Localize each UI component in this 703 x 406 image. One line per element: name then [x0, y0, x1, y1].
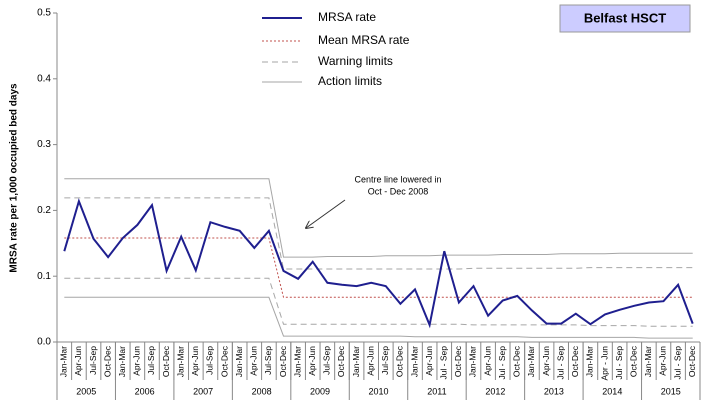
upper-limit-line [64, 197, 693, 270]
y-tick-label: 0.1 [37, 271, 51, 282]
legend-label: Action limits [318, 74, 382, 88]
x-tick-label: Jan-Mar [175, 346, 185, 377]
year-label: 2015 [661, 386, 681, 396]
x-tick-label: Jul-Sep [263, 346, 273, 375]
year-label: 2005 [76, 386, 96, 396]
lower-limit-line [64, 296, 693, 339]
legend-label: Warning limits [318, 54, 393, 68]
x-tick-label: Jan-Mar [585, 346, 595, 377]
x-tick-label: Jul - Sep [439, 346, 449, 380]
y-tick-label: 0.3 [37, 139, 51, 150]
x-tick-label: Jan-Mar [643, 346, 653, 377]
year-label: 2010 [368, 386, 388, 396]
x-tick-label: Oct-Dec [628, 345, 638, 377]
x-tick-label: Jul-Sep [146, 346, 156, 375]
x-tick-label: Jan-Mar [234, 346, 244, 377]
x-tick-label: Apr - Jun [599, 346, 609, 381]
x-tick-label: Jan-Mar [526, 346, 536, 377]
x-tick-label: Apr-Jun [541, 346, 551, 376]
x-tick-label: Apr-Jun [73, 346, 83, 376]
x-tick-label: Jan-Mar [59, 346, 69, 377]
year-label: 2008 [252, 386, 272, 396]
year-label: 2013 [544, 386, 564, 396]
series-line [63, 198, 694, 329]
upper-limit-line [64, 178, 693, 258]
x-tick-label: Oct-Dec [102, 345, 112, 377]
x-tick-label: Oct-Dec [512, 345, 522, 377]
series-line [64, 237, 693, 298]
year-label: 2006 [135, 386, 155, 396]
lower-limit-line [64, 277, 693, 327]
legend-label: Mean MRSA rate [318, 33, 410, 47]
badge-box [559, 4, 691, 33]
x-tick-label: Oct-Dec [395, 345, 405, 377]
x-tick-label: Jul - Sep [614, 346, 624, 380]
x-tick-label: Oct-Dec [570, 345, 580, 377]
badge: Belfast HSCT [584, 10, 666, 25]
x-tick-label: Jul-Sep [322, 346, 332, 375]
x-tick-label: Oct-Dec [687, 345, 697, 377]
x-tick-label: Oct-Dec [278, 345, 288, 377]
annotation: Oct - Dec 2008 [368, 186, 429, 196]
y-axis-title: MRSA rate per 1,000 occupied bed days [9, 83, 20, 273]
x-tick-label: Jan-Mar [468, 346, 478, 377]
annotation-arrow [306, 199, 346, 228]
annotation: Centre line lowered in [354, 174, 441, 184]
y-tick-label: 0.0 [37, 337, 51, 348]
x-tick-label: Jul - Sep [672, 346, 682, 380]
x-tick-label: Jul-Sep [205, 346, 215, 375]
x-tick-label: Apr-Jun [132, 346, 142, 376]
x-tick-label: Jul - Sep [555, 346, 565, 380]
x-tick-label: Apr-Jun [307, 346, 317, 376]
x-tick-label: Jan-Mar [117, 346, 127, 377]
x-tick-label: Apr-Jun [482, 346, 492, 376]
x-tick-label: Jan-Mar [409, 346, 419, 377]
year-label: 2007 [193, 386, 213, 396]
y-tick-label: 0.5 [37, 8, 51, 19]
x-tick-label: Apr-Jun [365, 346, 375, 376]
x-tick-label: Apr-Jun [190, 346, 200, 376]
x-tick-label: Oct-Dec [453, 345, 463, 377]
x-tick-label: Oct-Dec [219, 345, 229, 377]
x-tick-label: Jan-Mar [292, 346, 302, 377]
x-tick-label: Apr-Jun [658, 346, 668, 376]
year-label: 2014 [602, 386, 622, 396]
year-label: 2009 [310, 386, 330, 396]
x-tick-label: Jan-Mar [351, 346, 361, 377]
x-tick-label: Oct-Dec [336, 345, 346, 377]
year-label: 2012 [485, 386, 505, 396]
year-label: 2011 [427, 386, 446, 396]
y-tick-label: 0.2 [37, 205, 51, 216]
x-tick-label: Jul-Sep [88, 346, 98, 375]
y-tick-label: 0.4 [37, 73, 51, 84]
x-tick-label: Jul - Sep [497, 346, 507, 380]
x-tick-label: Oct-Dec [161, 345, 171, 377]
x-tick-label: Apr-Jun [424, 346, 434, 376]
x-tick-label: Jul-Sep [380, 346, 390, 375]
x-tick-label: Apr-Jun [249, 346, 259, 376]
legend-label: MRSA rate [318, 10, 376, 24]
